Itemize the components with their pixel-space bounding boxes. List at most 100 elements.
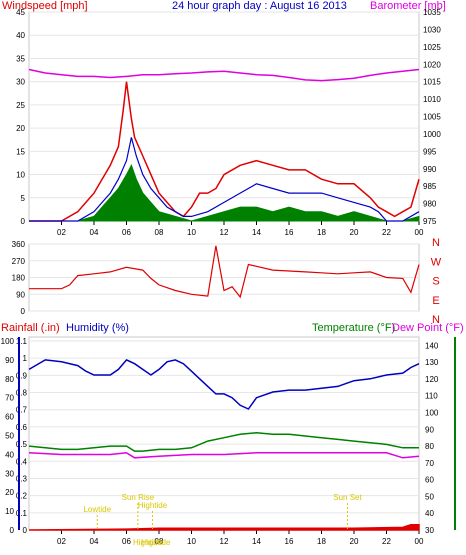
x-tick-label: 18 <box>317 228 326 237</box>
wind-tick-label: 25 <box>16 101 25 110</box>
temperature-tick-label: 70 <box>425 459 434 468</box>
temperature-tick-label: 50 <box>425 492 434 501</box>
humidity-tick-label: 50 <box>5 432 14 441</box>
humidity-left-ticks: 0 10 20 30 40 50 60 70 80 90 100 <box>1 337 15 535</box>
x-tick-label: 02 <box>57 228 66 237</box>
x-tick-label: 00 <box>415 537 424 546</box>
compass-label: S <box>432 276 439 288</box>
annotation-label: Sun Rise <box>122 493 155 502</box>
wind-x-ticks: 02 04 06 08 10 12 14 16 18 20 22 00 <box>57 221 424 237</box>
compass-label: N <box>432 237 440 249</box>
x-tick-label: 16 <box>285 228 294 237</box>
gust-area <box>29 164 420 222</box>
barometer-tick-label: 1020 <box>423 60 441 69</box>
humidity-tick-label: 70 <box>5 394 14 403</box>
temperature-tick-label: 40 <box>425 509 434 518</box>
rain-tick-label: 0.3 <box>16 474 28 483</box>
rain-tick-label: 0.4 <box>16 457 28 466</box>
x-tick-label: 08 <box>155 228 164 237</box>
barometer-tick-label: 1010 <box>423 95 441 104</box>
wind-tick-label: 30 <box>16 78 25 87</box>
x-tick-label: 10 <box>187 228 196 237</box>
x-tick-label: 04 <box>90 537 99 546</box>
annotation-label: Sun Set <box>333 493 362 502</box>
rain-tick-label: 1.1 <box>16 337 28 346</box>
direction-tick-label: 90 <box>16 290 25 299</box>
graph-date-title: 24 hour graph day : August 16 2013 <box>172 0 347 12</box>
barometer-tick-label: 1025 <box>423 43 441 52</box>
dewpoint-axis-title: Dew Point (°F) <box>392 322 464 334</box>
humidity-tick-label: 20 <box>5 488 14 497</box>
x-tick-label: 18 <box>317 537 326 546</box>
direction-tick-label: 270 <box>12 257 26 266</box>
temperature-tick-label: 30 <box>425 526 434 535</box>
temperature-tick-label: 100 <box>425 409 439 418</box>
x-tick-label: 12 <box>220 228 229 237</box>
wind-left-ticks: 0 5 10 15 20 25 30 35 40 45 <box>16 8 419 226</box>
barometer-tick-label: 1035 <box>423 8 441 17</box>
humidity-tick-label: 30 <box>5 469 14 478</box>
humidity-tick-label: 90 <box>5 356 14 365</box>
humidity-tick-label: 60 <box>5 413 14 422</box>
annotation-label: Hightide <box>141 538 171 547</box>
compass-label: E <box>432 295 439 307</box>
average-wind-line <box>29 137 420 222</box>
x-tick-label: 22 <box>382 537 391 546</box>
temperature-tick-label: 120 <box>425 375 439 384</box>
wind-tick-label: 45 <box>16 8 25 17</box>
wind-tick-label: 10 <box>16 171 25 180</box>
barometer-tick-label: 1005 <box>423 113 441 122</box>
humidity-tick-label: 10 <box>5 507 14 516</box>
barometer-tick-label: 1015 <box>423 78 441 87</box>
x-tick-label: 08 <box>155 537 164 546</box>
humidity-axis-title: Humidity (%) <box>66 322 129 334</box>
x-tick-label: 06 <box>122 537 131 546</box>
barometer-line <box>28 68 420 82</box>
wind-tick-label: 35 <box>16 54 25 63</box>
temperature-tick-label: 90 <box>425 425 434 434</box>
temperature-axis-title: Temperature (°F) <box>312 322 395 334</box>
rainfall-axis-title: Rainfall (.in) <box>1 322 60 334</box>
direction-tick-label: 180 <box>12 274 26 283</box>
rain-tick-label: 0.9 <box>16 371 28 380</box>
barometer-tick-label: 975 <box>423 217 437 226</box>
humidity-line <box>28 358 420 410</box>
humidity-tick-label: 40 <box>5 450 14 459</box>
x-tick-label: 16 <box>285 537 294 546</box>
rain-tick-label: 0.1 <box>16 509 28 518</box>
x-tick-label: 00 <box>415 228 424 237</box>
wind-series <box>28 68 420 222</box>
barometer-tick-label: 995 <box>423 147 437 156</box>
barometer-axis-title: Barometer [mb] <box>370 0 446 12</box>
x-tick-label: 06 <box>122 228 131 237</box>
temperature-tick-label: 130 <box>425 358 439 367</box>
x-tick-label: 04 <box>90 228 99 237</box>
compass-label: W <box>431 256 442 268</box>
temperature-tick-label: 80 <box>425 442 434 451</box>
compass-label: N <box>432 314 440 326</box>
humidity-series <box>28 358 420 531</box>
wind-axis-title: Windspeed [mph] <box>2 0 88 12</box>
barometer-tick-label: 1030 <box>423 25 441 34</box>
rain-tick-label: 0.2 <box>16 492 28 501</box>
rain-tick-label: 0.8 <box>16 389 28 398</box>
wind-tick-label: 0 <box>21 217 26 226</box>
x-tick-label: 02 <box>57 537 66 546</box>
x-tick-label: 20 <box>350 228 359 237</box>
temperature-tick-label: 140 <box>425 341 439 350</box>
temperature-right-ticks: 30 40 50 60 70 80 90 100 110 120 130 140 <box>425 337 456 535</box>
direction-tick-label: 0 <box>21 307 26 316</box>
wind-direction-line <box>29 245 420 299</box>
temperature-line <box>28 431 419 452</box>
barometer-tick-label: 1000 <box>423 130 441 139</box>
wind-tick-label: 5 <box>21 194 26 203</box>
rain-tick-label: 0.6 <box>16 423 28 432</box>
humidity-tick-label: 0 <box>10 526 15 535</box>
direction-left-ticks: 0 90 180 270 360 <box>12 240 419 316</box>
rain-left-ticks: 0 0.1 0.2 0.3 0.4 0.5 0.6 0.7 0.8 0.9 1 1.1 <box>16 337 419 535</box>
annotation-label: Hightide <box>138 501 168 510</box>
wind-tick-label: 20 <box>16 124 25 133</box>
rain-tick-label: 0.5 <box>16 440 28 449</box>
